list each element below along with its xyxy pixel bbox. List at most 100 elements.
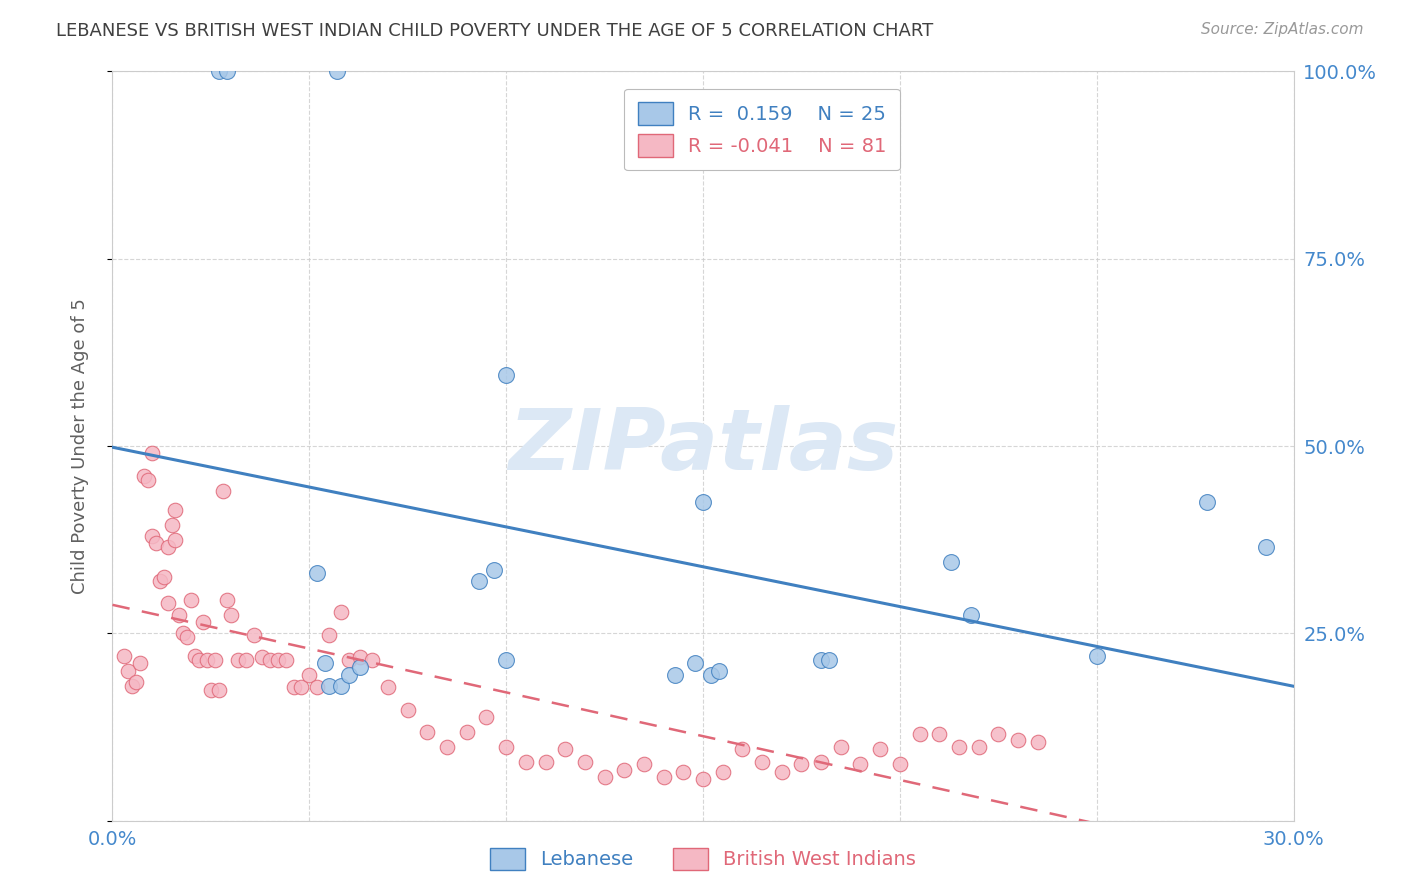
Point [307,566,329,581]
Point [129,657,152,671]
Point [869,742,891,756]
Point [165,502,187,516]
Point [337,667,360,681]
Point [810,652,832,666]
Point [889,757,911,772]
Point [959,607,981,622]
Point [250,650,273,665]
Point [267,652,290,666]
Point [136,473,159,487]
Point [208,682,231,697]
Point [318,679,340,693]
Point [200,682,222,697]
Point [337,652,360,666]
Legend: R =  0.159    N = 25, R = -0.041    N = 81: R = 0.159 N = 25, R = -0.041 N = 81 [624,88,900,170]
Point [349,660,371,674]
Point [515,755,537,769]
Point [1007,732,1029,747]
Point [810,755,832,769]
Point [283,680,305,694]
Point [948,740,970,755]
Legend: Lebanese, British West Indians: Lebanese, British West Indians [482,839,924,878]
Point [939,555,962,569]
Point [349,650,371,665]
Point [830,740,852,755]
Point [290,680,312,694]
Point [307,680,329,694]
Point [1195,495,1218,509]
Point [121,679,143,693]
Point [664,667,686,681]
Point [700,667,723,681]
Point [731,742,754,756]
Point [152,570,174,584]
Point [172,626,194,640]
Point [1254,540,1277,554]
Point [156,540,179,554]
Point [314,657,336,671]
Point [495,652,517,666]
Point [215,64,238,78]
Point [191,615,214,629]
Text: Source: ZipAtlas.com: Source: ZipAtlas.com [1201,22,1364,37]
Point [259,652,281,666]
Point [495,740,517,755]
Point [184,648,207,663]
Point [849,757,872,772]
Point [318,628,340,642]
Point [416,725,439,739]
Point [117,664,139,678]
Point [790,757,813,772]
Point [180,592,202,607]
Point [593,770,616,784]
Y-axis label: Child Poverty Under the Age of 5: Child Poverty Under the Age of 5 [70,298,89,594]
Point [633,757,655,772]
Point [908,727,931,741]
Text: ZIPatlas: ZIPatlas [508,404,898,488]
Point [987,727,1010,741]
Point [326,64,349,78]
Point [274,652,297,666]
Point [475,710,498,724]
Point [219,607,242,622]
Point [235,652,257,666]
Point [751,755,773,769]
Point [436,740,458,755]
Point [613,763,636,777]
Point [145,536,167,550]
Point [1085,648,1108,663]
Point [361,652,384,666]
Point [329,679,352,693]
Point [770,764,793,779]
Point [711,764,734,779]
Point [228,652,250,666]
Point [683,657,706,671]
Point [112,648,135,663]
Point [692,495,714,509]
Point [149,574,172,588]
Point [204,652,226,666]
Point [652,770,675,784]
Point [176,630,198,644]
Point [928,727,950,741]
Point [188,652,211,666]
Point [243,628,266,642]
Point [125,675,148,690]
Point [160,517,183,532]
Point [132,469,155,483]
Point [484,563,506,577]
Point [329,605,352,619]
Point [967,740,990,755]
Point [456,725,478,739]
Point [467,574,489,588]
Point [141,446,163,460]
Point [211,483,233,498]
Point [298,667,321,681]
Point [672,764,695,779]
Point [554,742,576,756]
Point [574,755,596,769]
Point [1026,735,1049,749]
Text: LEBANESE VS BRITISH WEST INDIAN CHILD POVERTY UNDER THE AGE OF 5 CORRELATION CHA: LEBANESE VS BRITISH WEST INDIAN CHILD PO… [56,22,934,40]
Point [692,772,714,787]
Point [818,652,841,666]
